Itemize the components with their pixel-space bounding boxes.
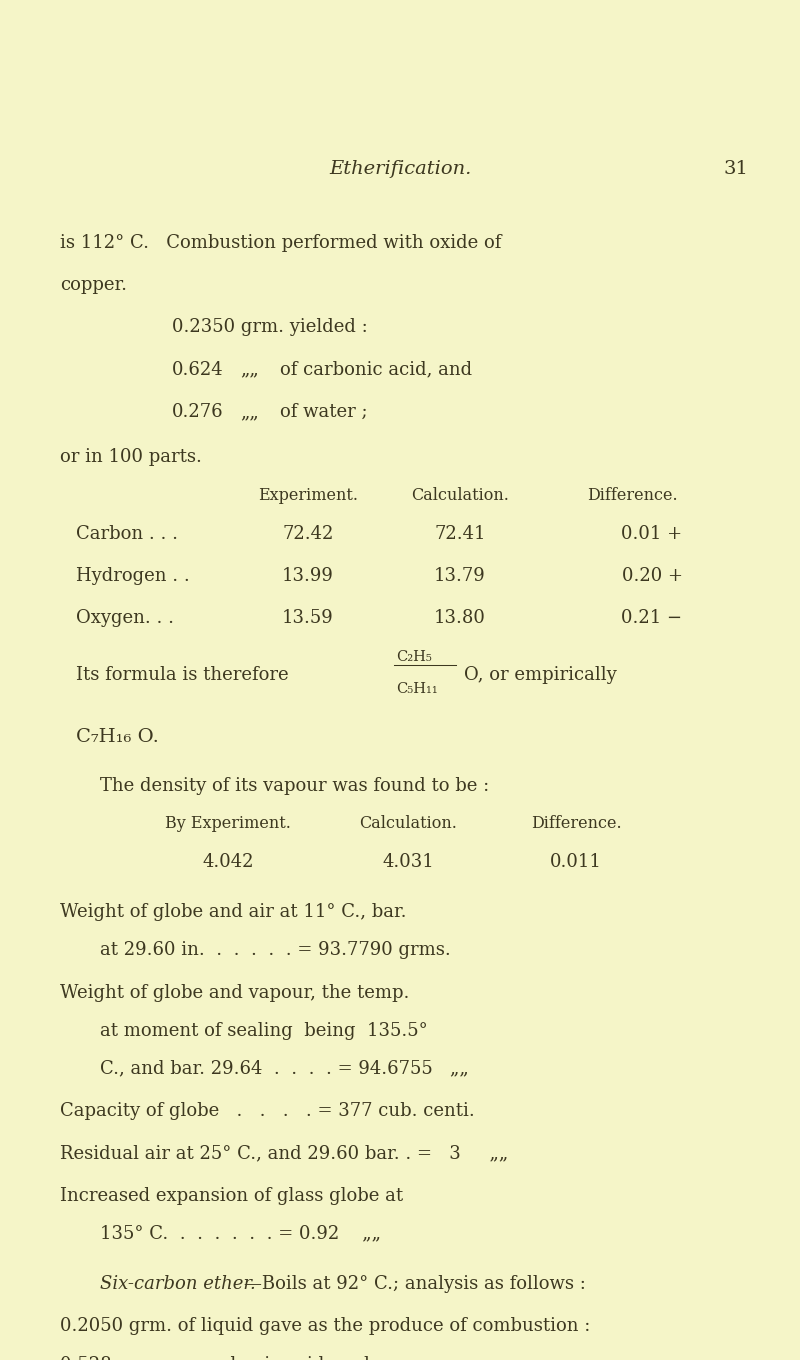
Text: Experiment.: Experiment. (258, 487, 358, 503)
Text: Carbon . . .: Carbon . . . (76, 525, 178, 543)
Text: 0.624: 0.624 (172, 360, 224, 379)
Text: Six-carbon ether.: Six-carbon ether. (100, 1274, 256, 1292)
Text: „„: „„ (240, 403, 258, 422)
Text: copper.: copper. (60, 276, 127, 294)
Text: 72.41: 72.41 (434, 525, 486, 543)
Text: 4.042: 4.042 (202, 854, 254, 872)
Text: 4.031: 4.031 (382, 854, 434, 872)
Text: The density of its vapour was found to be :: The density of its vapour was found to b… (100, 778, 490, 796)
Text: 31: 31 (723, 160, 748, 178)
Text: 0.21 −: 0.21 − (622, 609, 682, 627)
Text: of water ;: of water ; (280, 403, 368, 422)
Text: 13.80: 13.80 (434, 609, 486, 627)
Text: Hydrogen . .: Hydrogen . . (76, 567, 190, 585)
Text: 0.528   „„   „„   carbonic acid, and: 0.528 „„ „„ carbonic acid, and (60, 1355, 370, 1360)
Text: By Experiment.: By Experiment. (165, 816, 291, 832)
Text: Its formula is therefore: Its formula is therefore (76, 666, 289, 684)
Text: 0.01 +: 0.01 + (622, 525, 682, 543)
Text: 0.20 +: 0.20 + (622, 567, 682, 585)
Text: Calculation.: Calculation. (411, 487, 509, 503)
Text: Weight of globe and air at 11° C., bar.: Weight of globe and air at 11° C., bar. (60, 903, 406, 921)
Text: 0.011: 0.011 (550, 854, 602, 872)
Text: is 112° C.   Combustion performed with oxide of: is 112° C. Combustion performed with oxi… (60, 234, 502, 252)
Text: at moment of sealing  being  135.5°: at moment of sealing being 135.5° (100, 1021, 428, 1039)
Text: C., and bar. 29.64  .  .  .  . = 94.6755   „„: C., and bar. 29.64 . . . . = 94.6755 „„ (100, 1059, 469, 1077)
Text: Residual air at 25° C., and 29.60 bar. . =   3     „„: Residual air at 25° C., and 29.60 bar. .… (60, 1144, 508, 1163)
Text: C₂H₅: C₂H₅ (396, 650, 432, 664)
Text: Oxygen. . .: Oxygen. . . (76, 609, 174, 627)
Text: 13.99: 13.99 (282, 567, 334, 585)
Text: Calculation.: Calculation. (359, 816, 457, 832)
Text: C₅H₁₁: C₅H₁₁ (396, 683, 438, 696)
Text: 0.2050 grm. of liquid gave as the produce of combustion :: 0.2050 grm. of liquid gave as the produc… (60, 1316, 590, 1336)
Text: Difference.: Difference. (586, 487, 678, 503)
Text: Difference.: Difference. (530, 816, 622, 832)
Text: 72.42: 72.42 (282, 525, 334, 543)
Text: „„: „„ (240, 360, 258, 379)
Text: at 29.60 in.  .  .  .  .  . = 93.7790 grms.: at 29.60 in. . . . . . = 93.7790 grms. (100, 941, 450, 959)
Text: C₇H₁₆ O.: C₇H₁₆ O. (76, 728, 159, 745)
Text: 13.79: 13.79 (434, 567, 486, 585)
Text: 13.59: 13.59 (282, 609, 334, 627)
Text: O, or empirically: O, or empirically (464, 666, 617, 684)
Text: or in 100 parts.: or in 100 parts. (60, 449, 202, 466)
Text: 135° C.  .  .  .  .  .  . = 0.92    „„: 135° C. . . . . . . = 0.92 „„ (100, 1225, 381, 1243)
Text: 0.2350 grm. yielded :: 0.2350 grm. yielded : (172, 318, 368, 336)
Text: Etherification.: Etherification. (329, 160, 471, 178)
Text: Weight of globe and vapour, the temp.: Weight of globe and vapour, the temp. (60, 983, 410, 1001)
Text: of carbonic acid, and: of carbonic acid, and (280, 360, 472, 379)
Text: Increased expansion of glass globe at: Increased expansion of glass globe at (60, 1187, 403, 1205)
Text: —Boils at 92° C.; analysis as follows :: —Boils at 92° C.; analysis as follows : (244, 1274, 586, 1292)
Text: Capacity of globe   .   .   .   . = 377 cub. centi.: Capacity of globe . . . . = 377 cub. cen… (60, 1102, 474, 1121)
Text: 0.276: 0.276 (172, 403, 224, 422)
